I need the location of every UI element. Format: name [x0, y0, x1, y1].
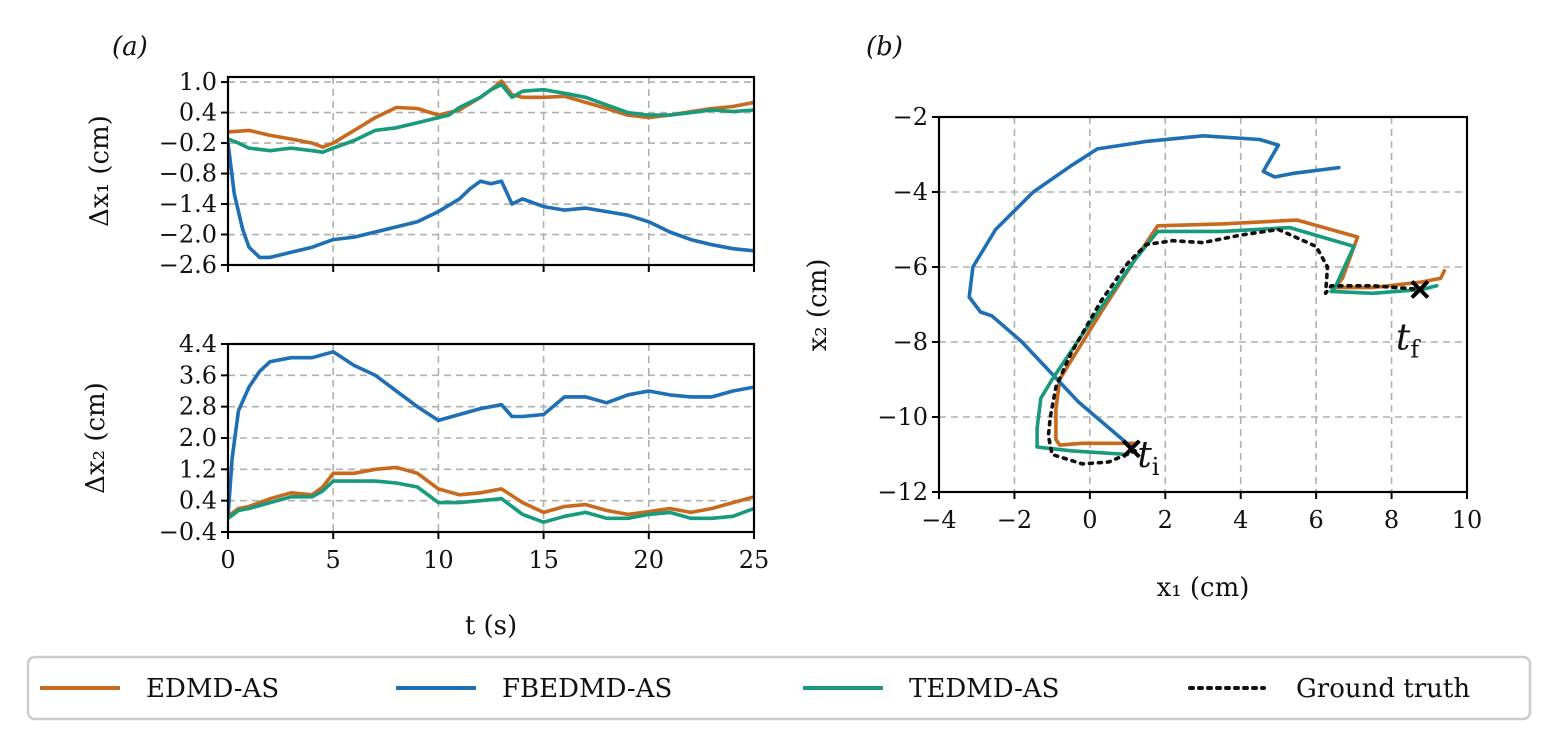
x-tick-label: 0	[1082, 506, 1097, 534]
y-tick-label: 1.0	[179, 68, 217, 96]
y-tick-label: −0.4	[159, 518, 217, 546]
x-ticks: −4 −2 0 2 4 6 8 10	[921, 492, 1482, 534]
y-tick-label: 1.2	[179, 455, 217, 483]
series-tedmd-as	[228, 479, 754, 525]
x-ticks	[227, 265, 755, 272]
grid	[938, 116, 1468, 493]
legend-label: TEDMD-AS	[909, 674, 1060, 704]
x-tick-label: 2	[1158, 506, 1173, 534]
x-tick-label: 15	[528, 546, 559, 574]
panel-label-a: (a)	[112, 32, 148, 62]
plot-delta-x2: 4.4 3.6 2.8 2.0 1.2 0.4 −0.4 0 5 10 15 20 25 Δx₂ (c…	[81, 330, 769, 641]
y-tick-label: 3.6	[179, 361, 217, 389]
x-tick-label: 8	[1384, 506, 1399, 534]
x-tick-label: 10	[1452, 506, 1483, 534]
y-tick-label: −8	[893, 328, 928, 356]
series-fbedmd-as	[228, 141, 754, 260]
x-tick-label: −2	[997, 506, 1032, 534]
series-fbedmd-as	[967, 134, 1341, 449]
x-tick-label: 5	[326, 546, 341, 574]
y-tick-label: −2	[893, 103, 928, 131]
y-tick-label: −10	[877, 403, 928, 431]
legend-entry-ground-truth: Ground truth	[1188, 674, 1470, 704]
y-tick-label: 2.0	[179, 424, 217, 452]
marker-x-stroke	[1121, 439, 1141, 459]
panel-label-b: (b)	[866, 32, 903, 62]
x-axis-label: t (s)	[465, 611, 517, 641]
y-tick-label: −0.8	[159, 160, 217, 188]
series-tedmd-as	[228, 82, 754, 154]
y-tick-label: −2.0	[159, 221, 217, 249]
marker-label: ti	[1137, 435, 1159, 481]
y-axis-label: Δx₁ (cm)	[85, 115, 115, 227]
y-axis-label: x₂ (cm)	[803, 259, 833, 352]
legend-entry-tedmd-as: TEDMD-AS	[803, 674, 1060, 704]
legend-entry-fbedmd-as: FBEDMD-AS	[396, 674, 672, 704]
legend-label: Ground truth	[1296, 674, 1470, 704]
series-edmd-as	[228, 465, 754, 519]
legend-entry-edmd-as: EDMD-AS	[40, 674, 279, 704]
y-tick-label: 2.8	[179, 393, 217, 421]
series-fbedmd-as	[228, 349, 754, 519]
y-tick-label: 4.4	[179, 330, 217, 358]
y-tick-label: −12	[877, 478, 928, 506]
x-tick-label: 10	[423, 546, 454, 574]
y-tick-label: −6	[893, 253, 928, 281]
series-group	[967, 134, 1447, 466]
x-ticks: 0 5 10 15 20 25	[220, 532, 769, 574]
y-tick-label: 0.4	[179, 99, 217, 127]
y-tick-label: −2.6	[159, 251, 217, 279]
x-tick-label: 4	[1233, 506, 1248, 534]
x-tick-label: −4	[921, 506, 956, 534]
grid	[227, 77, 755, 266]
series-ground-truth	[1046, 227, 1424, 466]
legend: EDMD-AS FBEDMD-AS TEDMD-AS Ground truth	[26, 655, 1532, 721]
grid	[227, 343, 755, 533]
y-ticks: 4.4 3.6 2.8 2.0 1.2 0.4 −0.4	[159, 330, 228, 546]
legend-label: EDMD-AS	[146, 674, 279, 704]
y-tick-label: −1.4	[159, 190, 217, 218]
x-tick-label: 20	[634, 546, 665, 574]
y-tick-label: 0.4	[179, 487, 217, 515]
y-tick-label: −0.2	[159, 129, 217, 157]
y-ticks: 1.0 0.4−0.2 −0.8−1.4 −2.0−2.6	[159, 68, 228, 279]
y-tick-label: −4	[893, 178, 928, 206]
y-ticks: −2 −4 −6 −8 −10 −12	[877, 103, 939, 506]
legend-box	[26, 655, 1532, 721]
x-axis-label: x₁ (cm)	[1157, 573, 1250, 603]
marker-label: tf	[1396, 318, 1421, 364]
x-tick-label: 25	[739, 546, 770, 574]
plot-delta-x1: 1.0 0.4−0.2 −0.8−1.4 −2.0−2.6 Δx₁ (cm)	[85, 68, 756, 279]
markers: ti tf	[1121, 280, 1430, 481]
axes-frame	[937, 115, 1469, 494]
axes-frame	[226, 75, 756, 267]
x-tick-label: 6	[1309, 506, 1324, 534]
legend-label: FBEDMD-AS	[502, 674, 672, 704]
marker-end: tf	[1396, 280, 1430, 364]
series-group	[228, 79, 754, 260]
legend-entries: EDMD-AS FBEDMD-AS TEDMD-AS Ground truth	[40, 674, 1470, 704]
y-axis-label: Δx₂ (cm)	[81, 382, 111, 494]
series-tedmd-as	[1035, 225, 1439, 457]
x-tick-label: 0	[220, 546, 235, 574]
series-edmd-as	[1054, 218, 1447, 447]
marker-x-stroke	[1410, 280, 1430, 299]
series-group	[228, 349, 754, 525]
